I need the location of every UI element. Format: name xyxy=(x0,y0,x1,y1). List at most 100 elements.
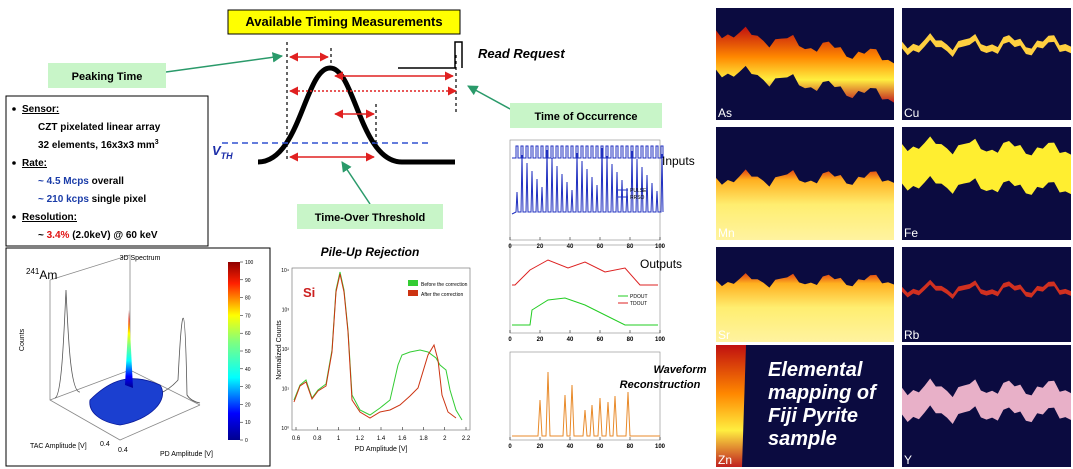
specs: Sensor: CZT pixelated linear array 32 elem… xyxy=(12,104,161,241)
map-signal xyxy=(716,345,746,467)
pileup-xtick-label: 2.2 xyxy=(462,436,471,442)
vth-main: V xyxy=(212,143,222,158)
legend-label: After the correction xyxy=(421,292,463,298)
isotope: 241Am xyxy=(26,267,57,282)
map-caption: Elemental xyxy=(768,359,863,381)
wave-trace xyxy=(512,371,660,437)
time-of-occurrence: Time of Occurrence xyxy=(534,111,637,123)
colorbar xyxy=(228,262,240,440)
map-label: Fe xyxy=(904,226,918,240)
colorbar-label: 60 xyxy=(245,331,251,337)
map-signal xyxy=(902,33,1071,57)
spec-line: ~ 210 kcps single pixel xyxy=(38,194,146,205)
tac-tick: 0.4 xyxy=(100,441,110,448)
map-label: As xyxy=(718,106,732,120)
wave-xtick-label: 20 xyxy=(537,244,544,250)
spec-text: 32 elements, 16x3x3 mm xyxy=(38,140,155,151)
pileup-title: Pile-Up Rejection xyxy=(321,245,420,259)
colorbar-label: 10 xyxy=(245,420,251,426)
pileup-xtick-label: 0.6 xyxy=(292,436,301,442)
spec-text: ~ xyxy=(38,230,47,241)
map-signal xyxy=(716,169,894,240)
pileup-xtick-label: 1.6 xyxy=(398,436,407,442)
wave-frame xyxy=(509,139,661,241)
pd-tick: 0.4 xyxy=(118,447,128,454)
wave-xtick-label: 60 xyxy=(597,444,604,450)
vth-label: VTH xyxy=(212,143,233,161)
pileup-element: Si xyxy=(303,285,315,300)
bullet xyxy=(12,107,16,111)
reconstruction-line2: Reconstruction xyxy=(620,379,701,391)
pileup-curves xyxy=(293,271,463,421)
wave-xtick-label: 80 xyxy=(627,337,634,343)
spec-text: single pixel xyxy=(89,194,146,205)
legend-label: PULSE xyxy=(630,188,647,194)
pileup-xtick-label: 1 xyxy=(337,436,341,442)
map-label: Cu xyxy=(904,106,919,120)
pileup-ytick-label: 10³ xyxy=(282,308,290,314)
map-caption: mapping of xyxy=(768,382,878,404)
spec-text: CZT pixelated linear array xyxy=(38,122,161,133)
legend-label: TDOUT xyxy=(630,301,647,307)
pileup-xtick-label: 1.8 xyxy=(419,436,428,442)
map-label: Zn xyxy=(718,453,732,467)
pileup-axes: 0.6 0.8 1 1.2 1.4 1.6 1.8 2 2.2 10⁰ 10¹ 10² 10³ 10⁴ Be… xyxy=(281,268,471,442)
spec-line: CZT pixelated linear array xyxy=(38,122,161,133)
pileup-xtick-label: 2 xyxy=(443,436,447,442)
spec-text: (2.0keV) @ 60 keV xyxy=(69,230,157,241)
pileup-ytick-label: 10¹ xyxy=(282,387,290,393)
wave-trace xyxy=(512,297,658,326)
threshold-box xyxy=(297,204,443,229)
pileup-xlabel: PD Amplitude [V] xyxy=(355,446,408,453)
pileup-xtick-label: 1.4 xyxy=(377,436,386,442)
counts-label: Counts xyxy=(19,328,26,351)
outputs-label: Outputs xyxy=(640,257,682,271)
time-over-threshold: Time-Over Threshold xyxy=(315,212,425,224)
legend-swatch xyxy=(408,280,418,286)
wave-xtick-label: 20 xyxy=(537,444,544,450)
pd-label: PD Amplitude [V] xyxy=(160,451,213,458)
spec-heading: Rate: xyxy=(22,158,47,169)
colorbar-label: 20 xyxy=(245,402,251,408)
colorbar-label: 90 xyxy=(245,278,251,284)
wave-trace xyxy=(512,259,658,286)
spectrum-title: 3D Spectrum xyxy=(120,255,161,262)
map-signal xyxy=(902,378,1071,424)
colorbar-label: 30 xyxy=(245,385,251,391)
pileup-ytick-label: 10² xyxy=(282,347,290,353)
wave-xtick-label: 80 xyxy=(627,244,634,250)
legend-label: RRSO xyxy=(630,195,645,201)
title: Available Timing Measurements xyxy=(245,14,442,29)
wave-xtick-label: 100 xyxy=(655,244,666,250)
spec-heading: Sensor: xyxy=(22,104,59,115)
occurrence-box xyxy=(510,103,662,128)
read-request: Read Request xyxy=(478,46,565,61)
legend-swatch xyxy=(408,290,418,296)
pileup-ylabel: Normalized Counts xyxy=(276,320,283,380)
pileup-xtick-label: 0.8 xyxy=(313,436,322,442)
wave-trace xyxy=(511,147,664,215)
spec-heading: Resolution: xyxy=(22,212,77,223)
pileup-ytick-label: 10⁰ xyxy=(281,426,289,432)
spec-box xyxy=(5,95,209,247)
wave-xtick-label: 40 xyxy=(567,444,574,450)
spec-line: ~ 4.5 Mcps overall xyxy=(38,176,124,187)
bullet xyxy=(12,215,16,219)
map-label: Rb xyxy=(904,328,920,342)
vth-sub: TH xyxy=(221,151,233,161)
map-caption: sample xyxy=(768,428,837,450)
map-label: Y xyxy=(904,453,912,467)
legend-label: Before the correction xyxy=(421,282,468,288)
wave-xtick-label: 100 xyxy=(655,337,666,343)
wave-xtick-label: 100 xyxy=(655,444,666,450)
legend-label: PDOUT xyxy=(630,294,648,300)
wave-xtick-label: 0 xyxy=(508,244,512,250)
wave-xtick-label: 40 xyxy=(567,244,574,250)
map-signal xyxy=(902,136,1071,195)
reconstruction-line1: Waveform xyxy=(654,364,707,376)
isotope-mass: 241 xyxy=(26,267,40,276)
title-box xyxy=(227,9,461,35)
waveforms: 0 20 40 60 80 100 0 20 40 60 80 100 0 20 40 60 80 100 PULS… xyxy=(508,139,666,450)
